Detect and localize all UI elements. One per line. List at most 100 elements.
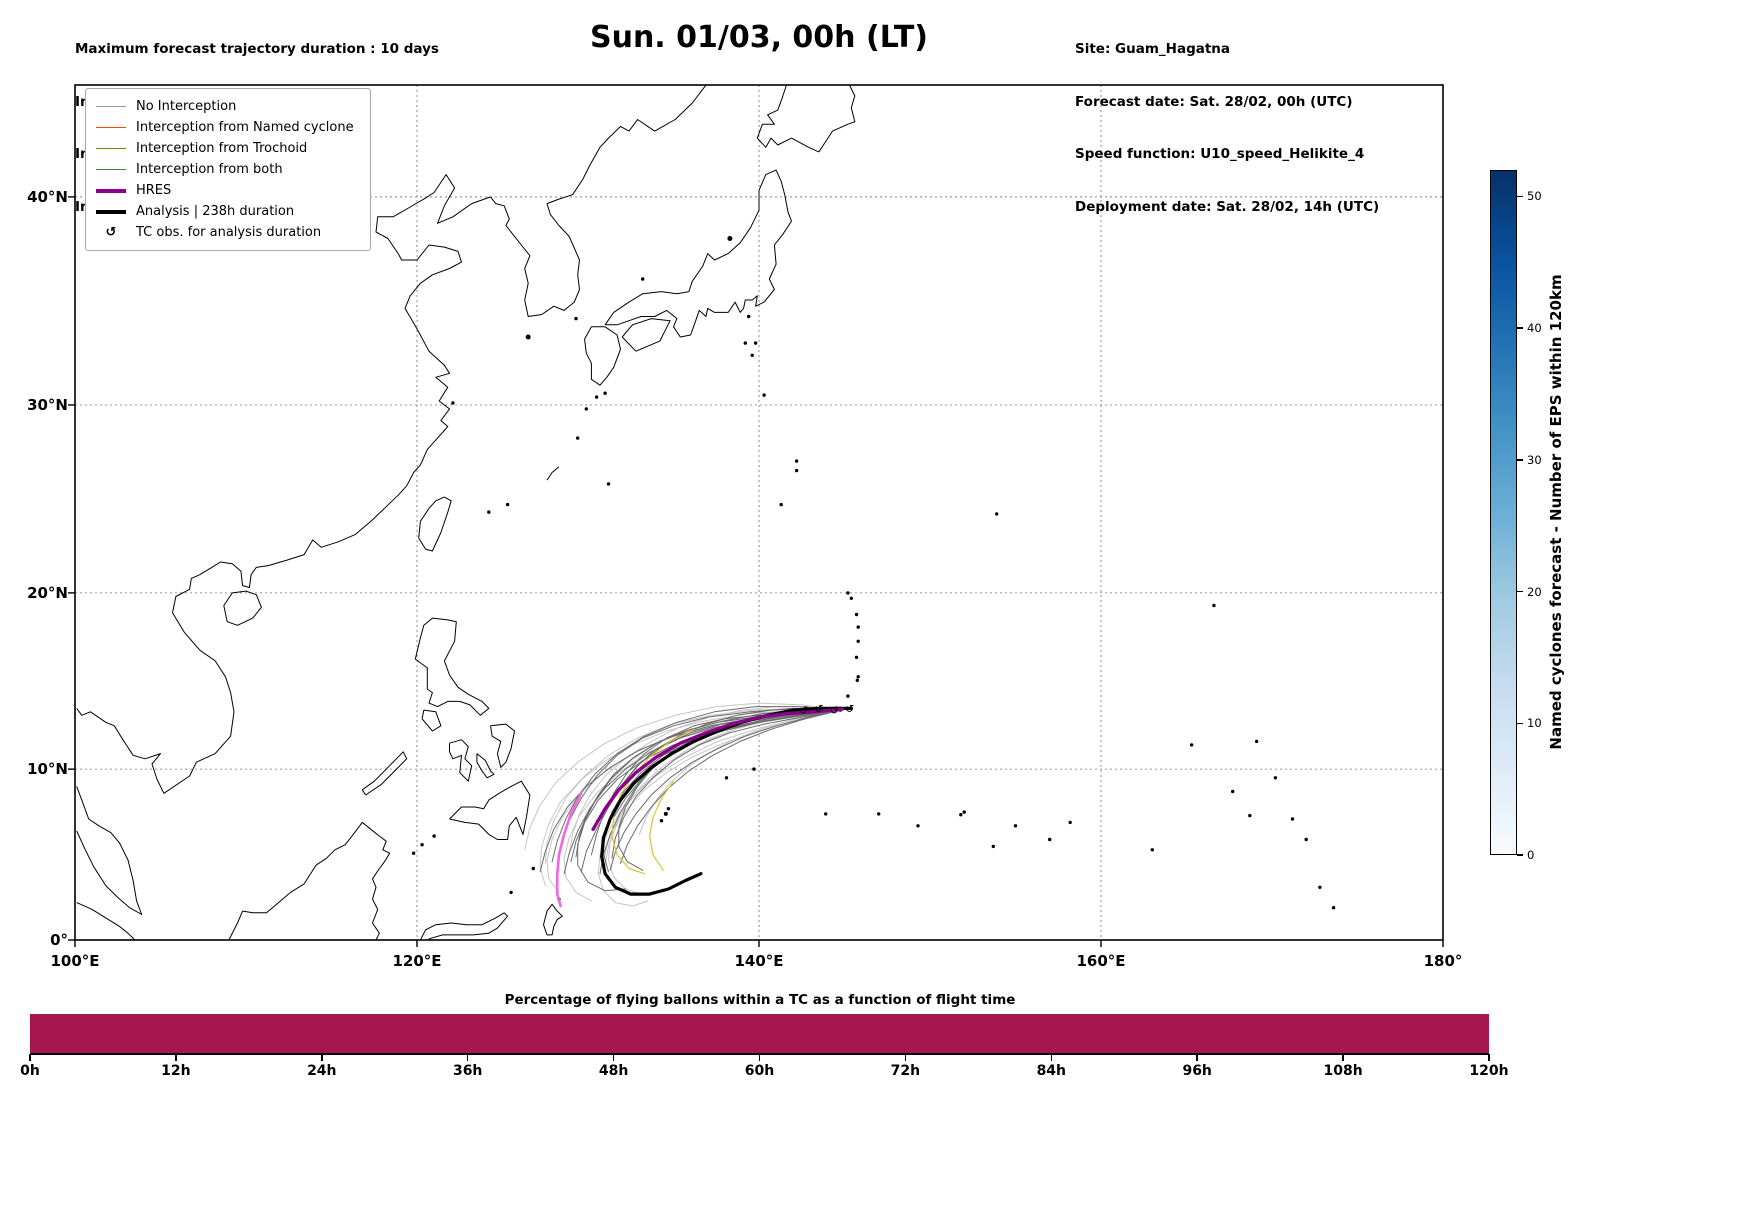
coastline	[604, 169, 792, 338]
y-tick-label: 10°N	[27, 760, 68, 779]
island-dot	[1013, 824, 1018, 828]
bottom-axis-tick-label: 72h	[890, 1063, 921, 1079]
coastline	[223, 590, 262, 626]
coastline	[476, 753, 495, 779]
legend-line-swatch	[96, 209, 126, 214]
colorbar-tick	[1517, 722, 1523, 725]
coastline	[418, 496, 452, 552]
tc-obs-marker: ↺	[845, 702, 854, 715]
legend-item: Interception from Trochoid	[96, 138, 354, 159]
tc-obs-marker: ↺	[814, 702, 823, 715]
map-legend: No Interception Interception from Named c…	[85, 88, 371, 251]
island-dot	[451, 401, 455, 405]
island-dot	[750, 353, 754, 357]
coastline	[76, 902, 136, 941]
colorbar-tick	[1517, 459, 1523, 461]
trajectory-gray	[620, 709, 842, 864]
y-tick-label: 20°N	[27, 583, 68, 602]
island-dot	[1068, 820, 1072, 825]
bottom-axis-tick	[758, 1054, 761, 1061]
coastline	[490, 84, 707, 317]
bottom-axis-tick	[612, 1054, 615, 1061]
island-dot	[854, 612, 859, 617]
trajectory-map: ↺ ↺ ↺ ↺	[68, 84, 1444, 947]
legend-line-swatch	[96, 105, 126, 108]
island-dot	[666, 807, 671, 811]
tc-obs-marker: ↺	[799, 704, 808, 717]
trajectory-light	[524, 702, 842, 851]
island-dot	[794, 459, 799, 463]
island-dot	[606, 482, 611, 486]
bottom-axis-tick-label: 60h	[744, 1063, 775, 1079]
island-dot	[1048, 837, 1052, 842]
info-top-right: Site: Guam_Hagatna Forecast date: Sat. 2…	[1075, 6, 1379, 251]
x-tick-label: 160°E	[1076, 952, 1126, 970]
island-dot	[1331, 906, 1336, 910]
legend-item: Analysis | 238h duration	[96, 201, 354, 222]
info-line: Maximum forecast trajectory duration : 1…	[75, 41, 439, 57]
island-dot	[1248, 813, 1252, 818]
x-tick-label: 120°E	[392, 952, 442, 970]
bottom-axis-line	[30, 1053, 1489, 1055]
island-dot	[991, 844, 995, 849]
bottom-axis-tick	[1050, 1054, 1053, 1061]
trajectory-analysis	[600, 706, 853, 896]
legend-line-swatch	[96, 188, 126, 193]
colorbar-tick-label: 0	[1527, 848, 1535, 862]
legend-item: ↺ TC obs. for analysis duration	[96, 222, 354, 243]
colorbar-tick-label: 30	[1527, 452, 1542, 467]
bottom-axis-tick	[1196, 1054, 1198, 1061]
page-title: Sun. 01/03, 00h (LT)	[589, 20, 929, 55]
info-line: Site: Guam_Hagatna	[1075, 41, 1231, 57]
trajectory-gray	[575, 709, 842, 858]
island-dot	[962, 810, 966, 814]
bottom-axis-tick-label: 108h	[1323, 1063, 1363, 1079]
bottom-axis-tick	[1342, 1054, 1344, 1061]
legend-label: TC obs. for analysis duration	[136, 225, 322, 240]
bottom-axis-tick	[321, 1054, 323, 1061]
island-dot	[487, 510, 491, 514]
island-dot	[525, 334, 531, 340]
island-dot	[743, 341, 747, 345]
colorbar-tick-label: 10	[1527, 716, 1542, 731]
legend-label: Interception from Named cyclone	[136, 120, 354, 135]
island-dot	[1273, 776, 1278, 780]
island-dot	[1318, 885, 1322, 889]
legend-label: HRES	[136, 183, 172, 198]
colorbar-tick-label: 50	[1527, 189, 1542, 204]
y-tick-label: 40°N	[27, 187, 68, 206]
legend-line-swatch	[96, 147, 126, 150]
island-dot	[854, 655, 859, 659]
coastline	[449, 780, 531, 840]
island-dot	[584, 407, 588, 411]
bottom-axis-tick	[29, 1054, 31, 1061]
coastline	[756, 84, 856, 153]
coastline	[361, 751, 408, 796]
coastline	[490, 723, 515, 768]
y-tick-label: 0°	[50, 931, 68, 949]
trajectory-gray	[609, 709, 842, 871]
island-dot	[509, 890, 513, 895]
x-tick-label: 140°E	[734, 952, 784, 970]
island-dot	[794, 468, 799, 473]
island-dot	[432, 834, 436, 838]
legend-item: HRES	[96, 180, 354, 201]
island-dot	[849, 596, 853, 600]
bottom-axis-tick-label: 36h	[452, 1063, 483, 1079]
island-dot	[574, 316, 578, 321]
colorbar-tick	[1517, 590, 1523, 593]
trajectory-light	[544, 707, 842, 864]
island-dot	[995, 512, 999, 516]
legend-label: Analysis | 238h duration	[136, 204, 295, 219]
trajectory-light	[597, 709, 842, 907]
tc-obs-marker: ↺	[830, 704, 839, 717]
flight-time-bar	[30, 1014, 1489, 1053]
coastline	[584, 326, 621, 386]
island-dot	[531, 866, 535, 871]
colorbar-tick	[1517, 854, 1523, 856]
bottom-axis-tick	[1488, 1054, 1490, 1061]
bottom-axis-tick-label: 96h	[1182, 1063, 1212, 1079]
bottom-axis-tick	[904, 1054, 907, 1061]
legend-item: Interception from both	[96, 159, 354, 180]
